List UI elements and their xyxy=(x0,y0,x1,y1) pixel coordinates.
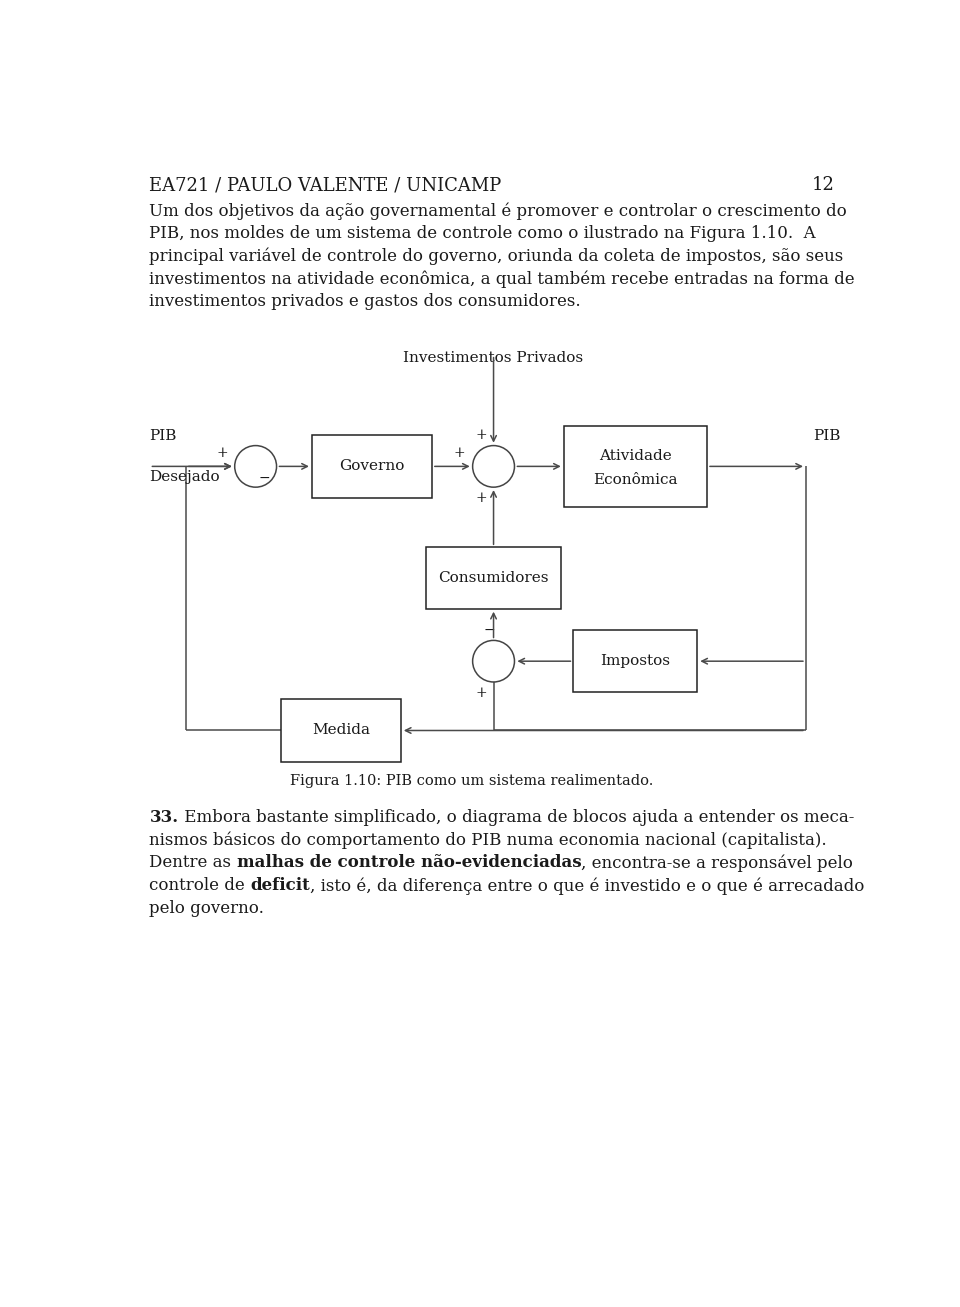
Text: Governo: Governo xyxy=(339,459,404,473)
Text: , encontra-se a responsável pelo: , encontra-se a responsável pelo xyxy=(582,855,853,872)
Text: controle de: controle de xyxy=(150,877,251,894)
Text: nismos básicos do comportamento do PIB numa economia nacional (capitalista).: nismos básicos do comportamento do PIB n… xyxy=(150,831,828,850)
Bar xyxy=(281,699,401,762)
Bar xyxy=(312,435,432,498)
Text: +: + xyxy=(453,446,465,460)
Bar xyxy=(425,548,562,609)
Bar xyxy=(564,426,708,507)
Text: PIB: PIB xyxy=(150,429,177,443)
Text: −: − xyxy=(484,622,495,637)
Text: PIB: PIB xyxy=(814,429,841,443)
Text: Investimentos Privados: Investimentos Privados xyxy=(403,350,584,365)
Text: 12: 12 xyxy=(811,176,834,195)
Text: +: + xyxy=(476,686,488,699)
Text: , isto é, da diferença entre o que é investido e o que é arrecadado: , isto é, da diferença entre o que é inv… xyxy=(310,877,865,895)
Circle shape xyxy=(234,446,276,488)
Text: Embora bastante simplificado, o diagrama de blocos ajuda a entender os meca-: Embora bastante simplificado, o diagrama… xyxy=(179,809,854,826)
Text: 33.: 33. xyxy=(150,809,179,826)
Text: Atividade: Atividade xyxy=(599,448,672,463)
Text: +: + xyxy=(476,491,488,505)
Text: Dentre as: Dentre as xyxy=(150,855,237,872)
Text: principal variável de controle do governo, oriunda da coleta de impostos, são se: principal variável de controle do govern… xyxy=(150,248,844,265)
Text: malhas de controle não-evidenciadas: malhas de controle não-evidenciadas xyxy=(237,855,582,872)
Text: Medida: Medida xyxy=(312,724,370,737)
Text: investimentos na atividade econômica, a qual também recebe entradas na forma de: investimentos na atividade econômica, a … xyxy=(150,271,855,288)
Text: Figura 1.10: PIB como um sistema realimentado.: Figura 1.10: PIB como um sistema realime… xyxy=(291,774,654,788)
Circle shape xyxy=(472,640,515,682)
Text: PIB, nos moldes de um sistema de controle como o ilustrado na Figura 1.10.  A: PIB, nos moldes de um sistema de control… xyxy=(150,225,816,242)
Text: −: − xyxy=(259,471,271,485)
Text: investimentos privados e gastos dos consumidores.: investimentos privados e gastos dos cons… xyxy=(150,293,581,310)
Text: Impostos: Impostos xyxy=(600,655,670,668)
Text: Consumidores: Consumidores xyxy=(439,571,549,586)
Circle shape xyxy=(472,446,515,488)
Bar xyxy=(573,630,697,691)
Text: +: + xyxy=(476,427,488,442)
Text: Desejado: Desejado xyxy=(150,471,220,484)
Text: pelo governo.: pelo governo. xyxy=(150,901,264,918)
Text: EA721 / PAULO VALENTE / UNICAMP: EA721 / PAULO VALENTE / UNICAMP xyxy=(150,176,502,195)
Text: Um dos objetivos da ação governamental é promover e controlar o crescimento do: Um dos objetivos da ação governamental é… xyxy=(150,203,848,220)
Text: Econômica: Econômica xyxy=(593,473,678,488)
Text: deficit: deficit xyxy=(251,877,310,894)
Text: +: + xyxy=(217,446,228,460)
